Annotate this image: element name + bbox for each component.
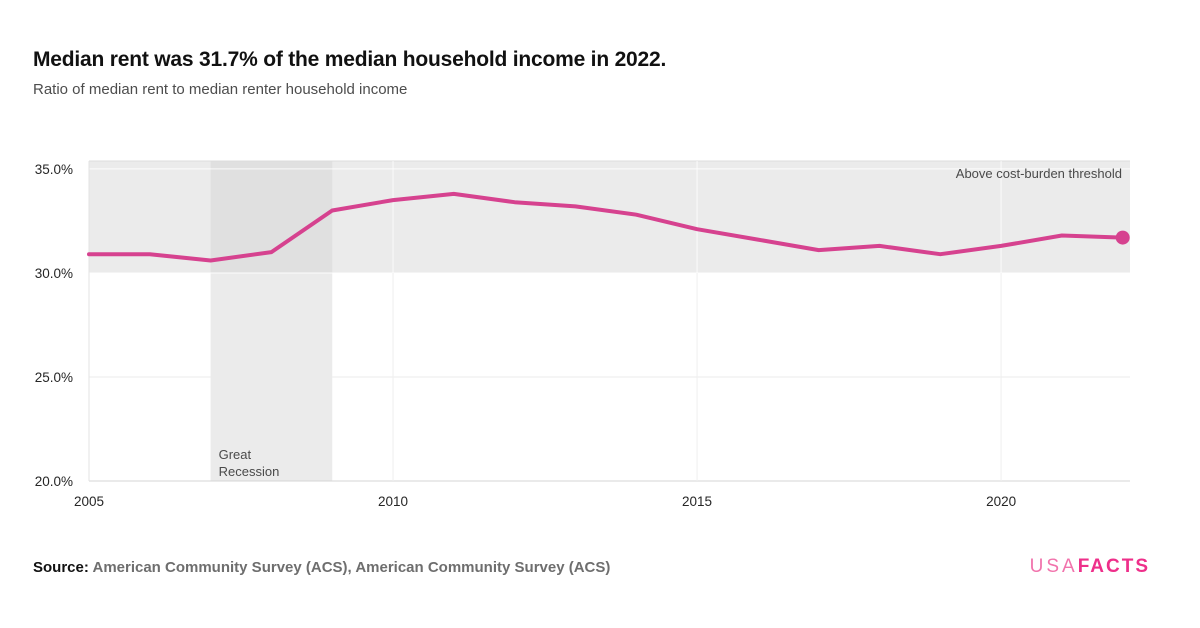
page-subtitle: Ratio of median rent to median renter ho… (33, 81, 408, 98)
page-title: Median rent was 31.7% of the median hous… (33, 48, 667, 71)
source-line: Source: American Community Survey (ACS),… (33, 559, 610, 576)
great-recession-annotation-line1: Great (219, 447, 252, 462)
x-axis-label-2005: 2005 (74, 494, 104, 509)
logo-facts: FACTS (1077, 556, 1150, 577)
great-recession-band-upper (210, 161, 333, 273)
logo-usa: USA (1029, 556, 1078, 577)
x-axis-label-2010: 2010 (378, 494, 408, 509)
rent-income-ratio-line-chart: 35.0% 30.0% 25.0% 20.0%2005 2010 2015 2020 Abov… (35, 160, 1130, 509)
chart-header: Median rent was 31.7% of the median hous… (33, 48, 666, 98)
x-axis-label-2015: 2015 (682, 494, 712, 509)
source-label: Source: (33, 558, 89, 576)
great-recession-annotation-line2: Recession (219, 464, 280, 479)
y-axis-label-20: 20.0% (35, 474, 73, 489)
x-axis-label-2020: 2020 (986, 494, 1016, 509)
y-axis-label-30: 30.0% (35, 266, 73, 281)
usafacts-logo[interactable]: USAFACTS (1030, 556, 1150, 578)
y-axis-label-25: 25.0% (35, 370, 73, 385)
source-text: American Community Survey (ACS), America… (92, 558, 611, 576)
chart-footer: Source: American Community Survey (ACS),… (33, 552, 1150, 582)
above-threshold-annotation: Above cost-burden threshold (956, 166, 1122, 181)
data-line[interactable] (87, 191, 1125, 263)
end-point-marker[interactable] (1115, 230, 1130, 245)
y-axis-label-35: 35.0% (35, 162, 73, 177)
